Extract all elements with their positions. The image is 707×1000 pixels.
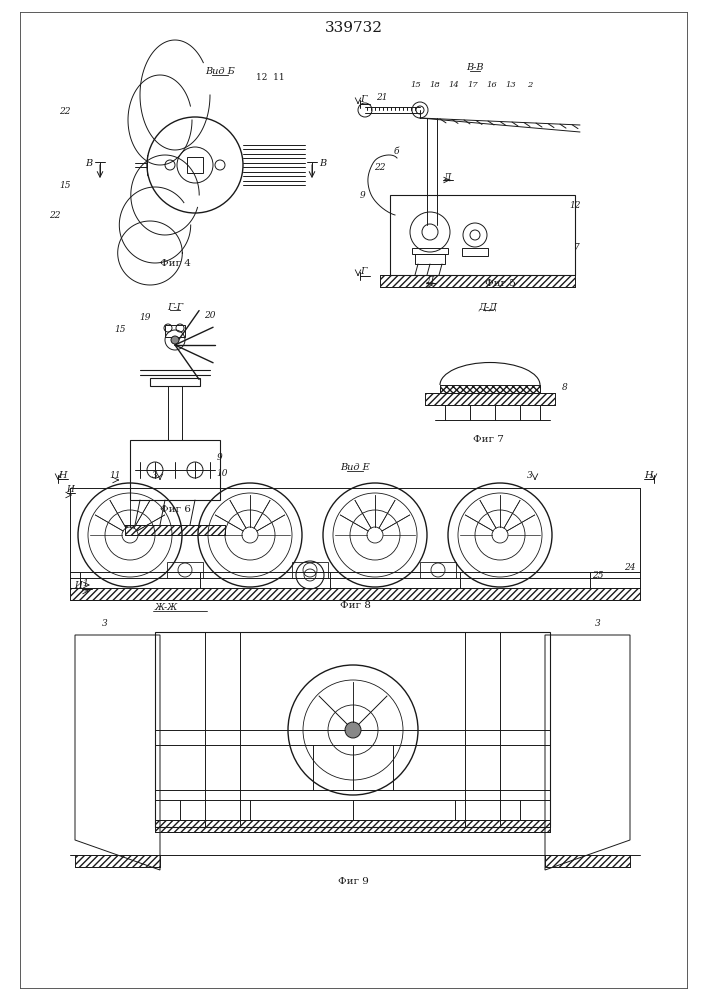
Text: 17: 17 [467, 81, 479, 89]
Text: Фиг 4: Фиг 4 [160, 258, 190, 267]
Bar [390, 195, 575, 275]
Text: б: б [393, 147, 399, 156]
Text: 3: 3 [152, 472, 158, 481]
Text: 15: 15 [115, 326, 126, 334]
Text: Г: Г [360, 96, 366, 104]
Bar [130, 440, 220, 500]
Text: 25: 25 [592, 570, 604, 580]
Text: В: В [320, 158, 327, 167]
Bar [70, 588, 640, 600]
Text: 16: 16 [486, 81, 498, 89]
Text: 11: 11 [110, 472, 121, 481]
Text: 13: 13 [506, 81, 516, 89]
Text: Д: Д [443, 172, 450, 182]
Bar [292, 562, 328, 578]
Circle shape [345, 722, 361, 738]
Bar [125, 525, 225, 535]
Text: 21: 21 [376, 94, 387, 103]
Text: 15: 15 [411, 81, 421, 89]
Text: 22: 22 [59, 107, 71, 116]
Text: Фиг 6: Фиг 6 [160, 506, 190, 514]
Text: 3: 3 [595, 618, 601, 628]
Text: И: И [66, 486, 74, 494]
Text: Фиг 7: Фиг 7 [472, 436, 503, 444]
Text: 24: 24 [624, 564, 636, 572]
Text: Д-Д: Д-Д [479, 302, 498, 312]
Text: 20: 20 [204, 312, 216, 320]
Text: Вид Е: Вид Е [340, 464, 370, 473]
Text: 339732: 339732 [325, 21, 383, 35]
Text: 12  11: 12 11 [256, 74, 284, 83]
Text: Вид Б: Вид Б [205, 68, 235, 77]
Text: Фиг 8: Фиг 8 [339, 601, 370, 610]
Text: И: И [74, 582, 82, 590]
Bar [440, 385, 540, 393]
Bar [425, 393, 555, 405]
Text: Г: Г [360, 267, 366, 276]
Text: Ж-Ж: Ж-Ж [155, 602, 178, 611]
Bar [155, 632, 550, 827]
Text: 15: 15 [59, 180, 71, 190]
Text: 8: 8 [562, 383, 568, 392]
Text: 3: 3 [102, 618, 108, 628]
Text: 7: 7 [574, 243, 580, 252]
Bar [462, 248, 488, 256]
Text: Фиг 9: Фиг 9 [337, 878, 368, 886]
Bar [187, 157, 203, 173]
Bar [167, 562, 203, 578]
Text: Д: Д [426, 275, 433, 284]
Text: В: В [86, 158, 93, 167]
Bar [380, 275, 575, 287]
Bar [75, 855, 160, 867]
Text: 14: 14 [449, 81, 460, 89]
Bar [150, 378, 200, 386]
Text: Фиг 5: Фиг 5 [484, 278, 515, 288]
Text: Г-Г: Г-Г [167, 302, 183, 312]
Text: 1: 1 [82, 578, 88, 587]
Text: 3: 3 [527, 472, 533, 481]
Circle shape [171, 336, 179, 344]
Text: 22: 22 [374, 163, 386, 172]
Text: 2: 2 [527, 81, 532, 89]
Text: 9: 9 [360, 190, 366, 200]
Bar [415, 254, 445, 264]
Text: В-В: В-В [466, 64, 484, 73]
Text: 10: 10 [216, 468, 228, 478]
Text: Н: Н [58, 471, 66, 480]
Bar [165, 325, 185, 337]
Bar [155, 820, 550, 832]
Text: 18: 18 [430, 81, 440, 89]
Bar [420, 562, 456, 578]
Text: 19: 19 [139, 314, 151, 322]
Bar [545, 855, 630, 867]
Text: 12: 12 [569, 200, 580, 210]
Text: 9: 9 [217, 454, 223, 462]
Bar [412, 248, 448, 254]
Text: Н: Н [644, 471, 653, 480]
Text: 22: 22 [49, 211, 61, 220]
